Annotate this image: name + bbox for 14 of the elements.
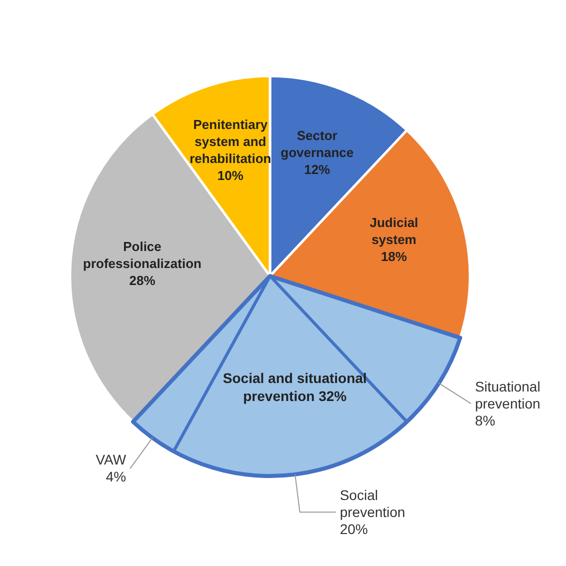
- data-label: 10%: [217, 168, 244, 183]
- data-label: 12%: [304, 162, 331, 177]
- slice-label: Judicial system: [370, 215, 418, 248]
- slice-label: Police professionalization: [83, 238, 202, 271]
- data-label: 28%: [129, 272, 156, 288]
- data-label: 8%: [474, 412, 496, 429]
- slice-label: VAW: [96, 452, 127, 468]
- data-label: 18%: [380, 249, 408, 264]
- slice-label: Sector governance: [280, 128, 354, 160]
- data-label: 4%: [106, 468, 126, 485]
- data-label: 20%: [340, 521, 368, 538]
- text: Social and situational prevention 32%: [222, 370, 367, 404]
- slice-label: Social prevention: [340, 487, 406, 520]
- slice-label: Situational prevention: [474, 378, 540, 412]
